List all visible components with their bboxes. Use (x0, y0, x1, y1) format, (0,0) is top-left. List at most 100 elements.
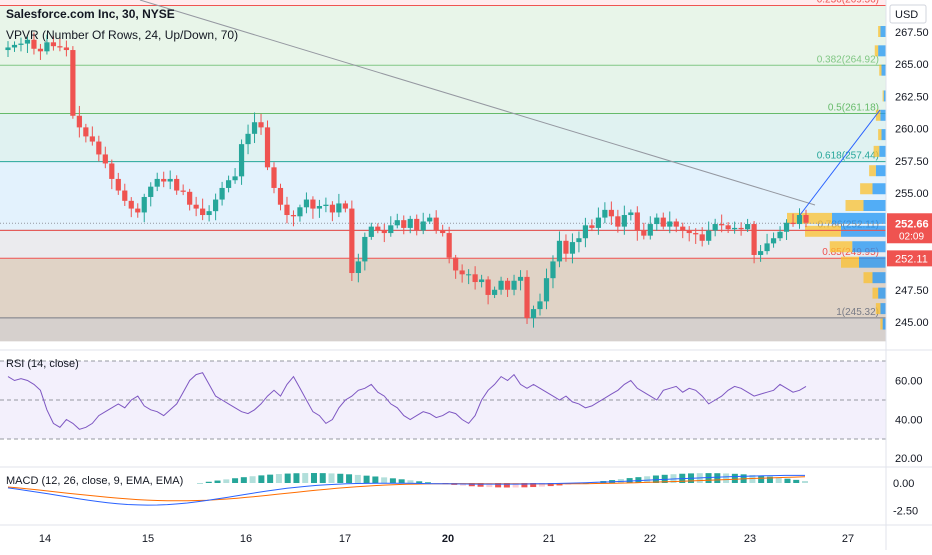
vp-bar-up (872, 272, 886, 284)
fib-zone (0, 5, 886, 66)
candle-body (414, 218, 420, 231)
candle-body (5, 47, 11, 51)
fib-zone (0, 113, 886, 162)
candle-body (37, 48, 44, 52)
macd-histogram-bar (354, 474, 361, 483)
rsi-indicator-label[interactable]: RSI (14, close) (6, 358, 79, 370)
candle-body (699, 234, 705, 241)
candle-body (647, 224, 653, 236)
line-price-badge (887, 250, 932, 267)
candle-body (563, 240, 569, 254)
fib-level-label: 0.382(264.92) (817, 54, 879, 65)
candle-body (485, 279, 491, 295)
fib-level-label: 1(245.32) (836, 307, 879, 318)
vp-bar-up (883, 90, 886, 102)
vp-bar-up (841, 225, 886, 237)
candle-body (479, 279, 485, 283)
candle-body (44, 42, 50, 52)
currency-label: USD (895, 9, 918, 21)
macd-histogram-bar (766, 476, 773, 483)
candle-body (530, 309, 537, 319)
candle-body (628, 212, 634, 216)
fib-level-label: 0.618(257.44) (817, 151, 879, 162)
macd-indicator-label[interactable]: MACD (12, 26, close, 9, EMA, EMA) (6, 475, 184, 487)
vpvr-indicator-label[interactable]: VPVR (Number Of Rows, 24, Up/Down, 70) (6, 28, 239, 42)
time-tick-label: 17 (339, 533, 351, 545)
time-tick-label: 22 (644, 533, 656, 545)
vp-bar-down (841, 256, 859, 268)
candle-body (96, 141, 102, 155)
macd-histogram-bar (363, 475, 370, 483)
macd-signal-line (7, 476, 806, 502)
candle-body (504, 280, 511, 290)
macd-histogram-bar (267, 474, 274, 483)
candle-body (115, 178, 121, 191)
candle-body (323, 204, 329, 206)
candle-body (550, 261, 556, 279)
candle-body (102, 154, 108, 164)
chart-legend: Salesforce.com Inc, 30, NYSE VPVR (Numbe… (6, 6, 238, 48)
candle-body (187, 191, 193, 205)
candle-body (615, 216, 621, 227)
macd-histogram-bar (530, 483, 537, 488)
candle-body (751, 224, 757, 255)
candle-body (18, 43, 24, 45)
candle-body (401, 220, 407, 228)
macd-histogram-bar (503, 483, 510, 488)
macd-histogram-bar (714, 473, 721, 483)
candle-body (193, 204, 199, 209)
candle-body (290, 215, 297, 217)
candle-body (342, 203, 348, 209)
candle-body (543, 278, 550, 302)
currency-box (889, 4, 927, 24)
candle-body (375, 226, 381, 231)
fib-zone (0, 65, 886, 114)
vp-bar-up (852, 241, 886, 253)
fib-level-label: 0.85(249.95) (822, 247, 879, 258)
vp-bar-up (880, 109, 886, 121)
macd-histogram-bar (661, 474, 668, 483)
bar-countdown: 02:09 (899, 231, 924, 242)
macd-histogram-bar (468, 483, 475, 487)
vp-bar-down (882, 90, 884, 102)
candle-body (719, 224, 725, 226)
candle-body (394, 220, 400, 226)
candle-body (427, 217, 433, 222)
candle-body (238, 144, 245, 177)
candle-body (517, 276, 524, 281)
candle-body (167, 178, 173, 182)
macd-histogram-bar (512, 483, 519, 488)
macd-histogram-bar (328, 473, 335, 483)
candle-body (693, 233, 699, 235)
candle-body (556, 240, 563, 262)
candle-body (725, 225, 731, 230)
candle-body (297, 207, 303, 217)
macd-histogram-bar (486, 483, 493, 488)
candle-body (225, 180, 232, 188)
candle-body (50, 42, 57, 47)
candle-body (641, 230, 647, 236)
candle-body (251, 122, 258, 134)
fib-zone (0, 317, 886, 342)
candle-body (472, 274, 478, 283)
rsi-tick-label: 40.00 (895, 415, 923, 427)
macd-histogram-bar (705, 473, 712, 483)
fib-zone (0, 258, 886, 318)
candle-body (796, 215, 803, 225)
price-tick-label: 265.00 (895, 59, 929, 71)
macd-histogram-bar (275, 474, 282, 483)
candle-body (271, 167, 277, 188)
candle-body (310, 199, 316, 209)
candle-body (738, 227, 744, 230)
vp-bar-up (882, 318, 886, 330)
macd-histogram-bar (644, 476, 651, 483)
vp-bar-up (863, 200, 886, 211)
rsi-line (7, 372, 807, 430)
last-price-value: 252.66 (895, 218, 929, 230)
candle-body (595, 217, 601, 228)
candle-body (732, 227, 738, 230)
candle-body (537, 301, 543, 310)
macd-histogram-bar (521, 483, 528, 488)
